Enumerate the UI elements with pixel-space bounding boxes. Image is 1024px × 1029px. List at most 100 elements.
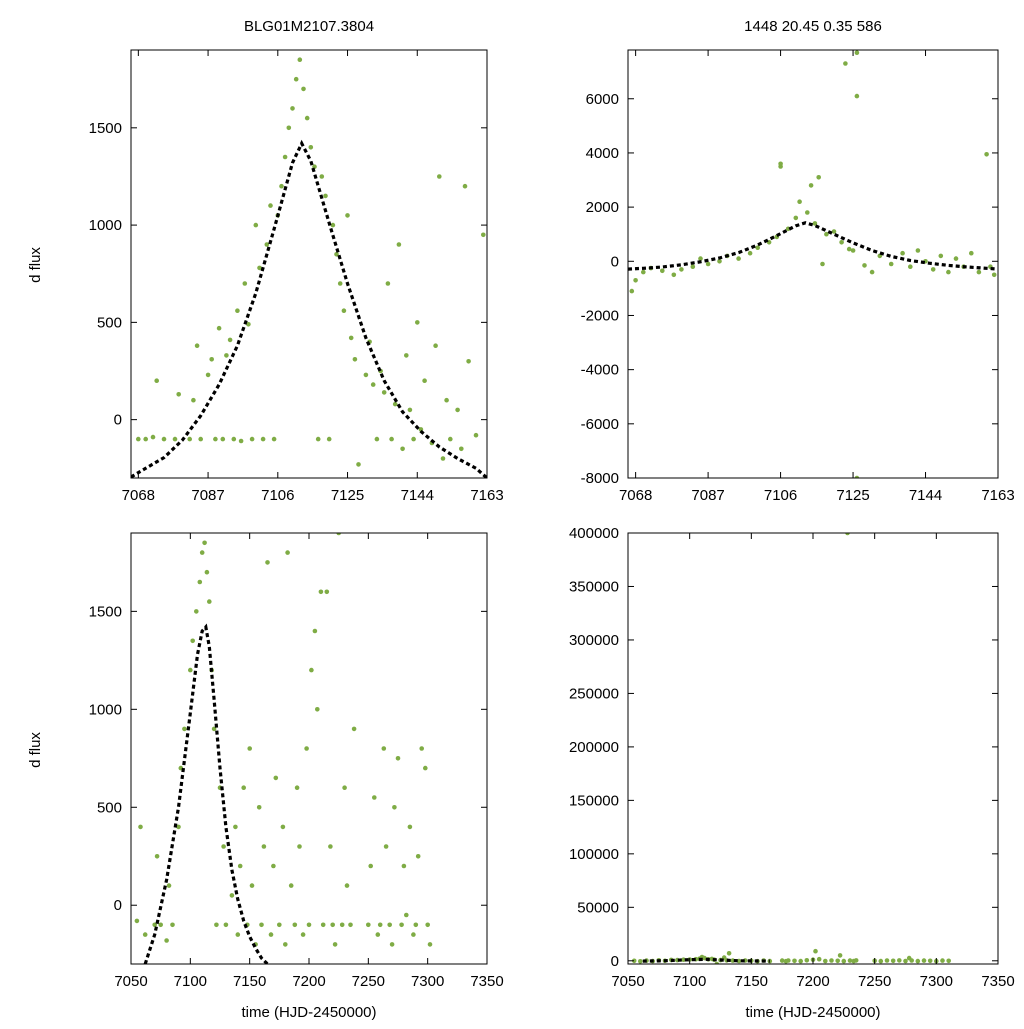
data-point [385, 281, 391, 286]
data-point [448, 436, 453, 442]
panel-bottom-left-marks: 7050 7100 7150 7200 7250 7300 7350 0 500 1000 1500 [89, 532, 504, 990]
data-point [415, 320, 420, 325]
x-tick-label: 7106 [261, 487, 294, 504]
model-curve [143, 623, 269, 964]
panel-top-left-marks: 7068 7087 7106 7125 7144 7163 0 500 1000 1500 [89, 49, 504, 504]
data-point [805, 210, 810, 215]
data-point [846, 246, 852, 252]
data-point [211, 726, 217, 732]
data-point [304, 115, 310, 121]
data-point [792, 958, 797, 964]
data-point [984, 152, 989, 157]
data-point [172, 436, 178, 442]
data-point [854, 93, 860, 99]
data-point [352, 357, 358, 362]
data-point [324, 589, 330, 595]
x-tick-label: 7150 [735, 973, 768, 990]
data-point [690, 264, 696, 270]
x-tick-label: 7068 [619, 487, 652, 504]
data-point [176, 824, 181, 830]
data-point [890, 958, 896, 964]
data-point [182, 726, 187, 732]
y-tick-label: 50000 [577, 899, 619, 916]
data-point [423, 765, 428, 771]
data-point [202, 540, 207, 546]
data-point [229, 893, 235, 898]
data-point [440, 456, 446, 461]
plot-frame [627, 532, 999, 965]
y-tick-label: 0 [114, 897, 122, 914]
data-point [411, 436, 416, 442]
data-point [459, 446, 464, 452]
y-tick-label: -2000 [581, 307, 619, 324]
x-tick-label: 7050 [611, 973, 644, 990]
data-point [381, 390, 387, 395]
data-point [370, 382, 376, 387]
y-tick-label: 250000 [569, 685, 619, 702]
title-left: BLG01M2107.3804 [244, 18, 374, 35]
data-point [843, 61, 848, 66]
data-point [194, 609, 199, 614]
data-point [227, 337, 233, 343]
data-point [845, 533, 850, 536]
x-tick-label: 7200 [796, 973, 829, 990]
data-point [242, 281, 248, 286]
data-point [404, 912, 409, 918]
data-point [779, 958, 785, 963]
data-point [389, 942, 395, 947]
data-point [425, 922, 431, 928]
data-point [283, 942, 288, 947]
data-point [351, 726, 357, 732]
data-point [909, 958, 914, 963]
plot-frame [627, 49, 999, 479]
data-point [294, 785, 300, 790]
data-point [714, 961, 720, 964]
data-point [853, 958, 859, 963]
data-point [285, 550, 290, 555]
panel-bottom-right: time (HJD-2450000) 7050 7100 7150 7200 7250 7… [569, 525, 1015, 1021]
data-point [271, 436, 277, 442]
data-point [755, 245, 760, 250]
y-tick-label: 1500 [89, 120, 122, 137]
data-point [736, 256, 741, 261]
model-curve [628, 221, 998, 271]
data-points [631, 533, 951, 964]
y-tick-label: 400000 [569, 525, 619, 542]
data-point [312, 164, 317, 169]
data-point [407, 824, 413, 830]
y-tick-label: -8000 [581, 470, 619, 487]
data-point [204, 569, 210, 575]
panel-bottom-right-xlabel: time (HJD-2450000) [745, 1004, 880, 1021]
data-point [348, 922, 353, 928]
data-point [334, 252, 339, 257]
data-point [249, 883, 255, 888]
data-point [816, 956, 822, 962]
data-point [641, 269, 646, 275]
panel-top-right-marks: 7068 7087 7106 7125 7144 7163 -8000 -6000 -4000 -… [581, 49, 1015, 504]
data-point [884, 958, 890, 963]
data-point [330, 222, 336, 228]
plot-frame [130, 49, 488, 479]
data-point [407, 407, 413, 413]
data-point [280, 824, 286, 830]
x-tick-label: 7144 [401, 487, 434, 504]
data-point [835, 958, 840, 964]
data-point [231, 436, 237, 442]
data-point [345, 213, 350, 218]
data-point [342, 785, 347, 790]
data-point [339, 922, 345, 928]
data-point [660, 268, 665, 274]
data-point [915, 958, 921, 964]
data-point [261, 844, 267, 849]
data-point [903, 958, 908, 964]
data-point [235, 308, 240, 314]
data-point [194, 343, 200, 349]
data-point [199, 550, 205, 555]
x-tick-label: 7068 [122, 487, 155, 504]
data-point [437, 174, 442, 179]
data-point [197, 579, 203, 585]
data-point [320, 922, 326, 928]
data-point [207, 599, 212, 604]
data-point [154, 378, 159, 384]
